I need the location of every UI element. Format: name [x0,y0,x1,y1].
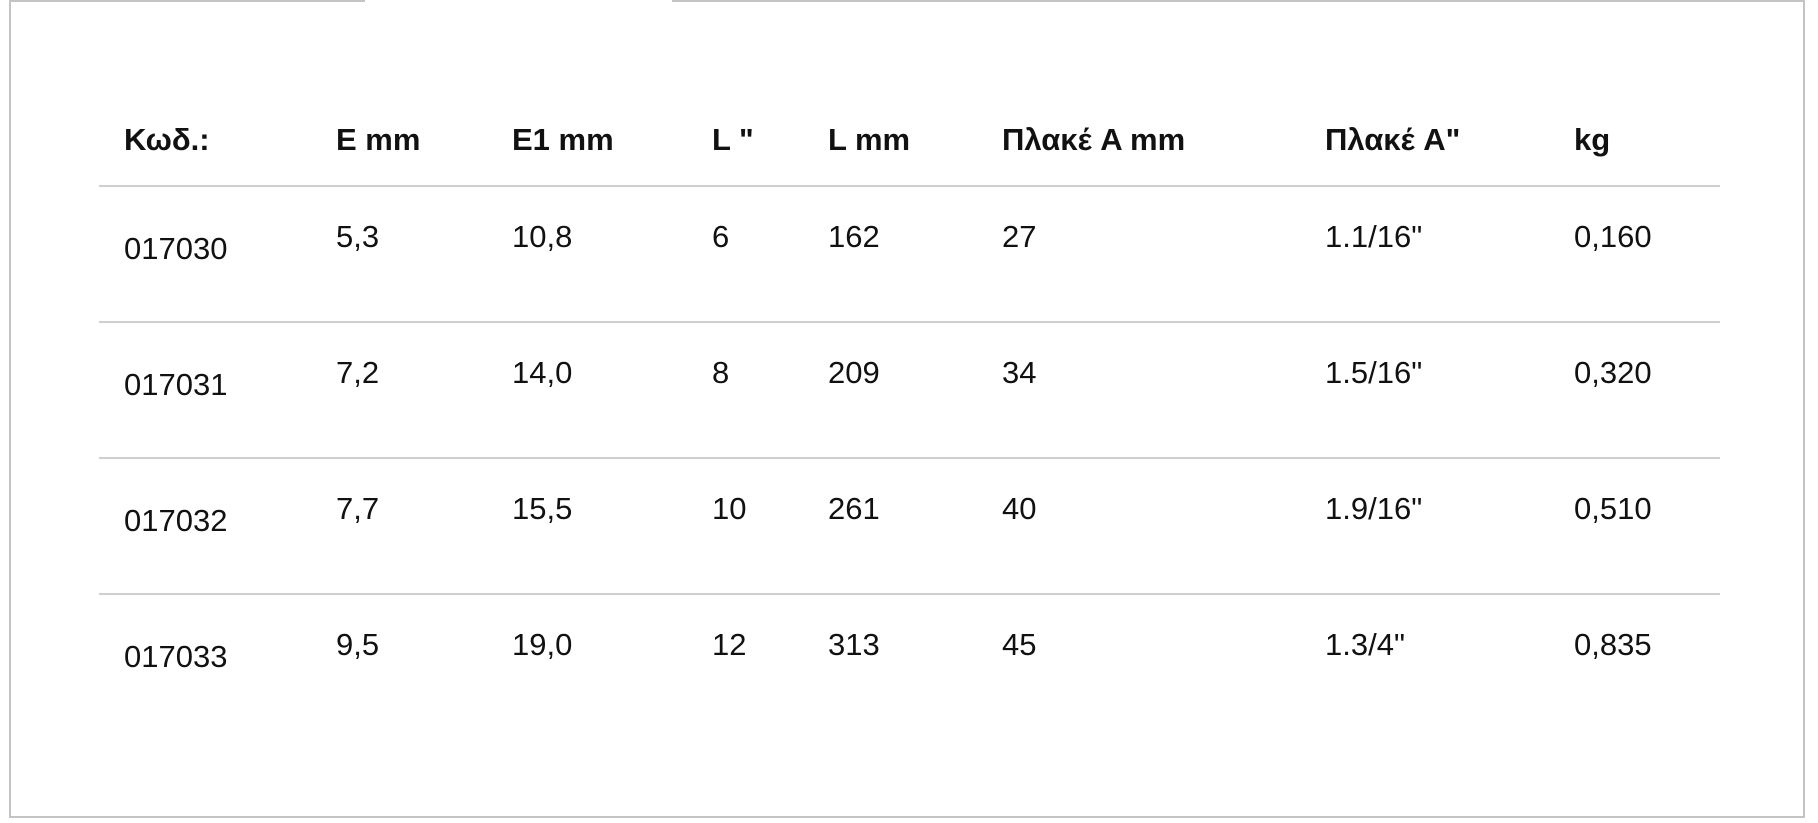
panel-top-border-right [672,0,1805,2]
cell-l-inch: 6 [712,219,730,254]
cell-flat-a-mm: 45 [1002,627,1037,662]
cell-e-mm: 5,3 [336,219,380,254]
header-flat-a-mm: Πλακέ A mm [1002,122,1186,157]
cell-flat-a-inch: 1.9/16" [1325,491,1423,526]
cell-e-mm: 9,5 [336,627,380,662]
header-l-mm: L mm [828,122,911,157]
cell-l-mm: 162 [828,219,880,254]
panel-top-border-left [9,0,365,2]
cell-e-mm: 7,2 [336,355,380,390]
header-kg: kg [1574,122,1611,157]
cell-kg: 0,160 [1574,219,1652,254]
cell-e1-mm: 19,0 [512,627,573,662]
cell-l-inch: 12 [712,627,747,662]
table-row: 017033 9,5 19,0 12 313 45 1.3/4" 0,835 [99,593,1720,731]
cell-l-inch: 8 [712,355,730,390]
cell-kg: 0,320 [1574,355,1652,390]
cell-l-mm: 209 [828,355,880,390]
cell-flat-a-mm: 27 [1002,219,1037,254]
header-code: Κωδ.: [124,122,210,157]
header-e1-mm: E1 mm [512,122,614,157]
table-row: 017030 5,3 10,8 6 162 27 1.1/16" 0,160 [99,187,1720,323]
cell-flat-a-mm: 34 [1002,355,1037,390]
header-l-inch: L " [712,122,754,157]
cell-flat-a-mm: 40 [1002,491,1037,526]
header-e-mm: E mm [336,122,421,157]
specs-table: Κωδ.: E mm E1 mm L " L mm Πλακέ A mm Πλα… [99,100,1720,731]
cell-e1-mm: 14,0 [512,355,573,390]
cell-code: 017030 [124,231,228,266]
table-header-row: Κωδ.: E mm E1 mm L " L mm Πλακέ A mm Πλα… [99,100,1720,187]
specs-panel [9,1,1805,818]
cell-l-mm: 261 [828,491,880,526]
table-row: 017032 7,7 15,5 10 261 40 1.9/16" 0,510 [99,459,1720,595]
cell-code: 017032 [124,503,228,538]
cell-kg: 0,835 [1574,627,1652,662]
cell-e-mm: 7,7 [336,491,380,526]
cell-flat-a-inch: 1.3/4" [1325,627,1405,662]
cell-flat-a-inch: 1.5/16" [1325,355,1423,390]
cell-l-inch: 10 [712,491,747,526]
cell-l-mm: 313 [828,627,880,662]
table-row: 017031 7,2 14,0 8 209 34 1.5/16" 0,320 [99,323,1720,459]
cell-kg: 0,510 [1574,491,1652,526]
cell-e1-mm: 10,8 [512,219,573,254]
cell-code: 017033 [124,639,228,674]
cell-e1-mm: 15,5 [512,491,573,526]
cell-code: 017031 [124,367,228,402]
header-flat-a-inch: Πλακέ A" [1325,122,1461,157]
cell-flat-a-inch: 1.1/16" [1325,219,1423,254]
